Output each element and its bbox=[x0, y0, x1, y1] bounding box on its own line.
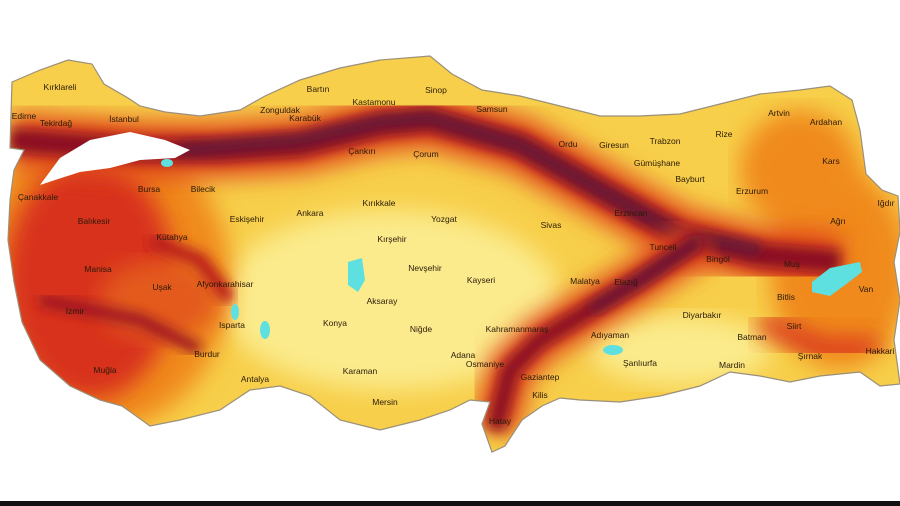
province-label: Çankırı bbox=[348, 146, 375, 156]
province-label: Van bbox=[859, 284, 874, 294]
province-label: Ordu bbox=[559, 139, 578, 149]
province-label: Trabzon bbox=[650, 136, 681, 146]
province-label: Muş bbox=[784, 259, 800, 269]
province-label: Ardahan bbox=[810, 117, 842, 127]
province-label: Adıyaman bbox=[591, 330, 630, 340]
province-label: Bitlis bbox=[777, 292, 795, 302]
province-label: Zonguldak bbox=[260, 105, 300, 115]
province-label: Adana bbox=[451, 350, 476, 360]
province-label: Elazığ bbox=[614, 277, 638, 287]
province-label: Kahramanmaraş bbox=[486, 324, 549, 334]
province-label: Kütahya bbox=[156, 232, 187, 242]
province-label: Artvin bbox=[768, 108, 790, 118]
province-label: Kastamonu bbox=[353, 97, 396, 107]
province-label: Kırıkkale bbox=[362, 198, 395, 208]
province-label: Rize bbox=[715, 129, 732, 139]
province-label: Balıkesir bbox=[78, 216, 111, 226]
province-label: Bayburt bbox=[675, 174, 705, 184]
province-label: Hakkari bbox=[866, 346, 895, 356]
province-label: Isparta bbox=[219, 320, 245, 330]
province-label: Erzurum bbox=[736, 186, 768, 196]
province-label: İstanbul bbox=[109, 114, 139, 124]
province-label: İzmir bbox=[66, 306, 85, 316]
province-label: Bursa bbox=[138, 184, 160, 194]
province-label: Şırnak bbox=[798, 351, 823, 361]
province-label: Batman bbox=[737, 332, 767, 342]
province-label: Muğla bbox=[93, 365, 116, 375]
province-label: Hatay bbox=[489, 416, 512, 426]
province-label: Erzincan bbox=[614, 208, 647, 218]
province-label: Antalya bbox=[241, 374, 270, 384]
province-label: Bilecik bbox=[191, 184, 216, 194]
province-label: Tekirdağ bbox=[40, 118, 72, 128]
province-label: Uşak bbox=[152, 282, 172, 292]
province-label: Iğdır bbox=[877, 198, 894, 208]
province-label: Karaman bbox=[343, 366, 378, 376]
province-label: Mardin bbox=[719, 360, 745, 370]
province-label: Diyarbakır bbox=[683, 310, 722, 320]
province-label: Aksaray bbox=[367, 296, 398, 306]
province-label: Tunceli bbox=[649, 242, 676, 252]
province-label: Edirne bbox=[12, 111, 37, 121]
province-label: Afyonkarahisar bbox=[197, 279, 254, 289]
province-label: Konya bbox=[323, 318, 347, 328]
province-label: Gaziantep bbox=[521, 372, 560, 382]
lakes bbox=[161, 159, 862, 355]
province-label: Bartın bbox=[307, 84, 330, 94]
province-label: Giresun bbox=[599, 140, 629, 150]
province-label: Niğde bbox=[410, 324, 432, 334]
province-label: Kilis bbox=[532, 390, 548, 400]
province-label: Gümüşhane bbox=[634, 158, 681, 168]
province-label: Şanlıurfa bbox=[623, 358, 657, 368]
province-label: Nevşehir bbox=[408, 263, 442, 273]
province-label: Kırklareli bbox=[43, 82, 76, 92]
province-label: Burdur bbox=[194, 349, 220, 359]
province-label: Sivas bbox=[541, 220, 562, 230]
province-label: Manisa bbox=[84, 264, 112, 274]
province-label: Çorum bbox=[413, 149, 439, 159]
province-label: Kayseri bbox=[467, 275, 495, 285]
province-label: Siirt bbox=[787, 321, 802, 331]
province-label: Samsun bbox=[476, 104, 507, 114]
sea-of-marmara bbox=[40, 132, 190, 185]
province-label: Çanakkale bbox=[18, 192, 58, 202]
province-label: Ankara bbox=[297, 208, 324, 218]
province-label: Ağrı bbox=[830, 216, 846, 226]
province-label: Mersin bbox=[372, 397, 398, 407]
province-label: Malatya bbox=[570, 276, 600, 286]
province-label: Kars bbox=[822, 156, 839, 166]
province-label: Sinop bbox=[425, 85, 447, 95]
province-label: Karabük bbox=[289, 113, 321, 123]
province-label: Osmaniye bbox=[466, 359, 505, 369]
bottom-bar bbox=[0, 501, 900, 506]
province-label: Yozgat bbox=[431, 214, 457, 224]
province-label: Kırşehir bbox=[377, 234, 406, 244]
province-label: Eskişehir bbox=[230, 214, 265, 224]
province-label: Bingöl bbox=[706, 254, 730, 264]
